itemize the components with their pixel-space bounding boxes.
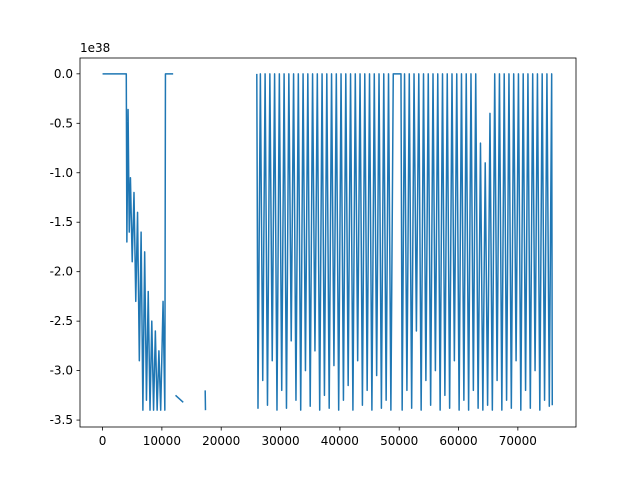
y-tick-label: -1.5 bbox=[50, 215, 73, 229]
x-tick-label: 30000 bbox=[261, 434, 299, 448]
y-tick-label: 0.0 bbox=[54, 67, 73, 81]
y-tick-label: -3.5 bbox=[50, 413, 73, 427]
x-tick-label: 70000 bbox=[499, 434, 537, 448]
x-tick-label: 0 bbox=[99, 434, 107, 448]
y-tick-label: -2.5 bbox=[50, 314, 73, 328]
x-tick-label: 20000 bbox=[202, 434, 240, 448]
x-tick-label: 10000 bbox=[143, 434, 181, 448]
y-tick-label: -1.0 bbox=[50, 166, 73, 180]
y-tick-label: -2.0 bbox=[50, 265, 73, 279]
axes-frame bbox=[79, 57, 577, 428]
offset-text: 1e38 bbox=[80, 41, 110, 55]
x-tick-label: 60000 bbox=[439, 434, 477, 448]
y-tick-label: -0.5 bbox=[50, 116, 73, 130]
data-line bbox=[102, 73, 554, 411]
x-tick-label: 50000 bbox=[380, 434, 418, 448]
y-tick-label: -3.0 bbox=[50, 364, 73, 378]
x-tick-label: 40000 bbox=[321, 434, 359, 448]
